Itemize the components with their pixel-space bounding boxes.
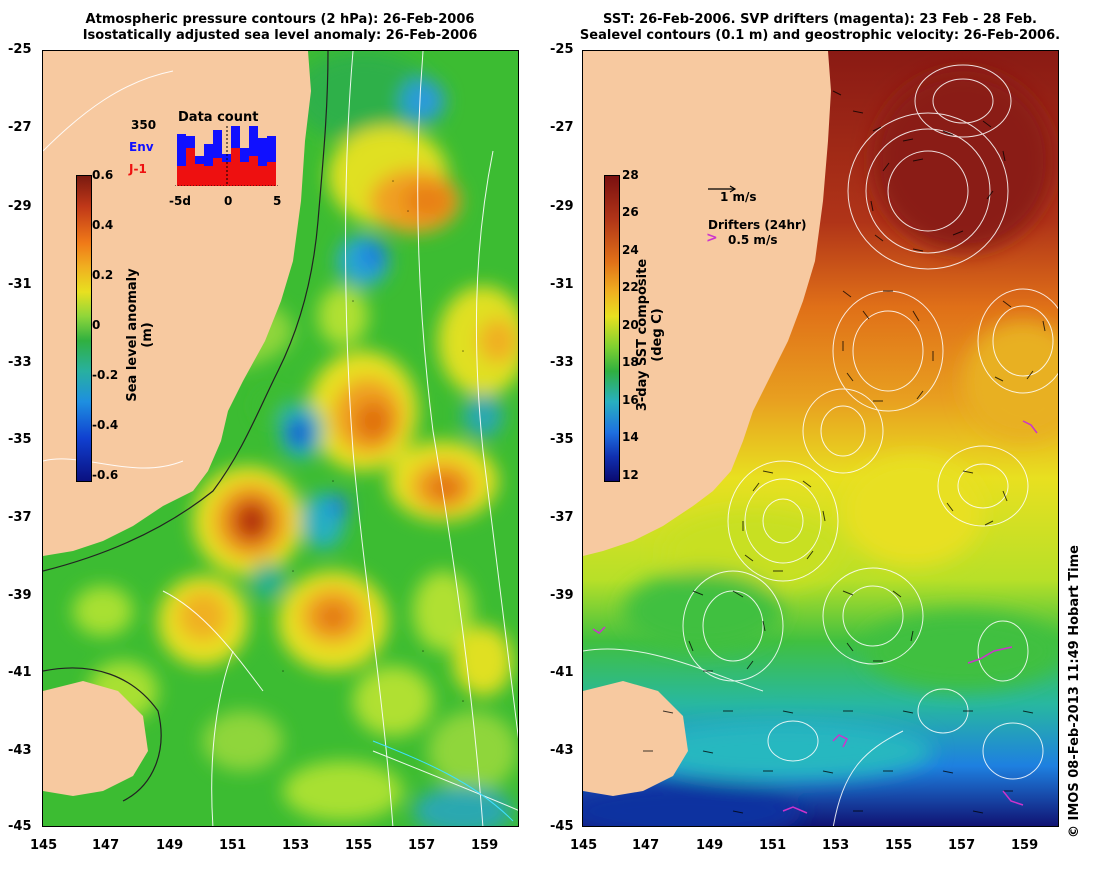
y-tick: -31: [8, 277, 32, 292]
y-tick: -33: [8, 355, 32, 370]
sla-tick: -0.6: [92, 468, 119, 482]
y-tick: -45: [550, 819, 574, 834]
x-tick: 147: [92, 838, 120, 853]
y-tick: -37: [8, 510, 32, 525]
y-tick: -27: [8, 120, 32, 135]
x-tick: 155: [885, 838, 913, 853]
credit-text: © IMOS 08-Feb-2013 11:49 Hobart Time: [1067, 545, 1082, 838]
sst-tick: 20: [622, 318, 639, 332]
sla-colorbar-ticks: 0.6 0.4 0.2 0 -0.2 -0.4 -0.6: [92, 168, 132, 488]
x-tick: 153: [822, 838, 850, 853]
y-tick: -35: [8, 432, 32, 447]
data-count-inset: 350 Env J-1 Data count -5d 0 5: [125, 110, 285, 210]
tasmania-sst: [583, 681, 688, 796]
drifters-title: Drifters (24hr): [708, 218, 807, 232]
sla-tick: 0.2: [92, 268, 114, 282]
y-tick: -29: [550, 199, 574, 214]
sla-tick: 0.4: [92, 218, 114, 232]
x-tick: 145: [30, 838, 58, 853]
y-tick: -39: [550, 588, 574, 603]
inset-env-label: Env: [129, 140, 154, 154]
sst-tick: 26: [622, 205, 639, 219]
right-title-line1: SST: 26-Feb-2006. SVP drifters (magenta)…: [603, 12, 1037, 27]
y-tick: -31: [550, 277, 574, 292]
sst-tick: 24: [622, 243, 639, 257]
y-tick: -29: [8, 199, 32, 214]
drifters-scale-label: 0.5 m/s: [728, 233, 778, 247]
sst-tick: 22: [622, 280, 639, 294]
sst-tick: 28: [622, 168, 639, 182]
y-tick: -35: [550, 432, 574, 447]
sst-tick: 16: [622, 393, 639, 407]
x-tick: 153: [282, 838, 310, 853]
geostrophic-velocity-arrows: [643, 90, 1046, 814]
inset-xtick: 5: [273, 194, 282, 208]
x-tick: 159: [471, 838, 499, 853]
right-title-line2: Sealevel contours (0.1 m) and geostrophi…: [579, 28, 1061, 43]
right-y-axis: -25 -27 -29 -31 -33 -35 -37 -39 -41 -43 …: [550, 42, 580, 842]
inset-xtick: 0: [224, 194, 233, 208]
x-tick: 157: [408, 838, 436, 853]
x-tick: 159: [1011, 838, 1039, 853]
x-tick: 145: [570, 838, 598, 853]
sla-tick: -0.2: [92, 368, 119, 382]
x-tick: 149: [156, 838, 184, 853]
x-tick: 155: [345, 838, 373, 853]
inset-j1-label: J-1: [129, 162, 147, 176]
y-tick: -33: [550, 355, 574, 370]
sst-tick: 14: [622, 430, 639, 444]
sla-colorbar-label: Sea level anomaly (m): [125, 268, 155, 402]
x-tick: 151: [219, 838, 247, 853]
x-tick: 157: [948, 838, 976, 853]
sst-tick: 18: [622, 355, 639, 369]
y-tick: -27: [550, 120, 574, 135]
y-tick: -43: [8, 743, 32, 758]
y-tick: -43: [550, 743, 574, 758]
sst-tick: 12: [622, 468, 639, 482]
y-tick: -41: [550, 665, 574, 680]
velocity-scale-arrow: [708, 178, 738, 193]
inset-count: 350: [131, 118, 157, 132]
left-title-line1: Atmospheric pressure contours (2 hPa): 2…: [85, 12, 475, 27]
sla-tick: 0: [92, 318, 101, 332]
sst-map-canvas: [583, 51, 1058, 826]
sla-tick: 0.6: [92, 168, 114, 182]
y-tick: -25: [8, 42, 32, 57]
left-title-line2: Isostatically adjusted sea level anomaly…: [82, 28, 478, 43]
sea-level-anomaly-map: [42, 50, 519, 827]
sla-map-canvas: [43, 51, 518, 826]
sla-tick: -0.4: [92, 418, 119, 432]
x-tick: 147: [632, 838, 660, 853]
velocity-scale-label: 1 m/s: [720, 190, 757, 204]
tasmania: [43, 681, 148, 796]
velocity-arrow-icon: [708, 185, 737, 193]
left-x-axis: 145 147 149 151 153 155 157 159: [30, 838, 530, 858]
drifter-tracks: [592, 420, 1038, 814]
sst-colorbar: [604, 175, 620, 482]
y-tick: -39: [8, 588, 32, 603]
sst-map: [582, 50, 1059, 827]
y-tick: -45: [8, 819, 32, 834]
inset-xtick: -5d: [169, 194, 191, 208]
y-tick: -37: [550, 510, 574, 525]
drifters-arrow-icon: >: [706, 230, 718, 246]
sst-colorbar-ticks: 28 26 24 22 20 18 16 14 12: [622, 168, 652, 488]
y-tick: -41: [8, 665, 32, 680]
right-x-axis: 145 147 149 151 153 155 157 159: [570, 838, 1070, 858]
x-tick: 149: [696, 838, 724, 853]
y-tick: -25: [550, 42, 574, 57]
sst-colorbar-label: 3-day SST composite (deg C): [635, 258, 665, 412]
data-count-histogram: [175, 126, 280, 186]
australia-mainland-sst: [583, 51, 831, 556]
inset-title: Data count: [178, 110, 259, 125]
left-y-axis: -25 -27 -29 -31 -33 -35 -37 -39 -41 -43 …: [8, 42, 38, 842]
x-tick: 151: [759, 838, 787, 853]
sla-colorbar: [76, 175, 92, 482]
